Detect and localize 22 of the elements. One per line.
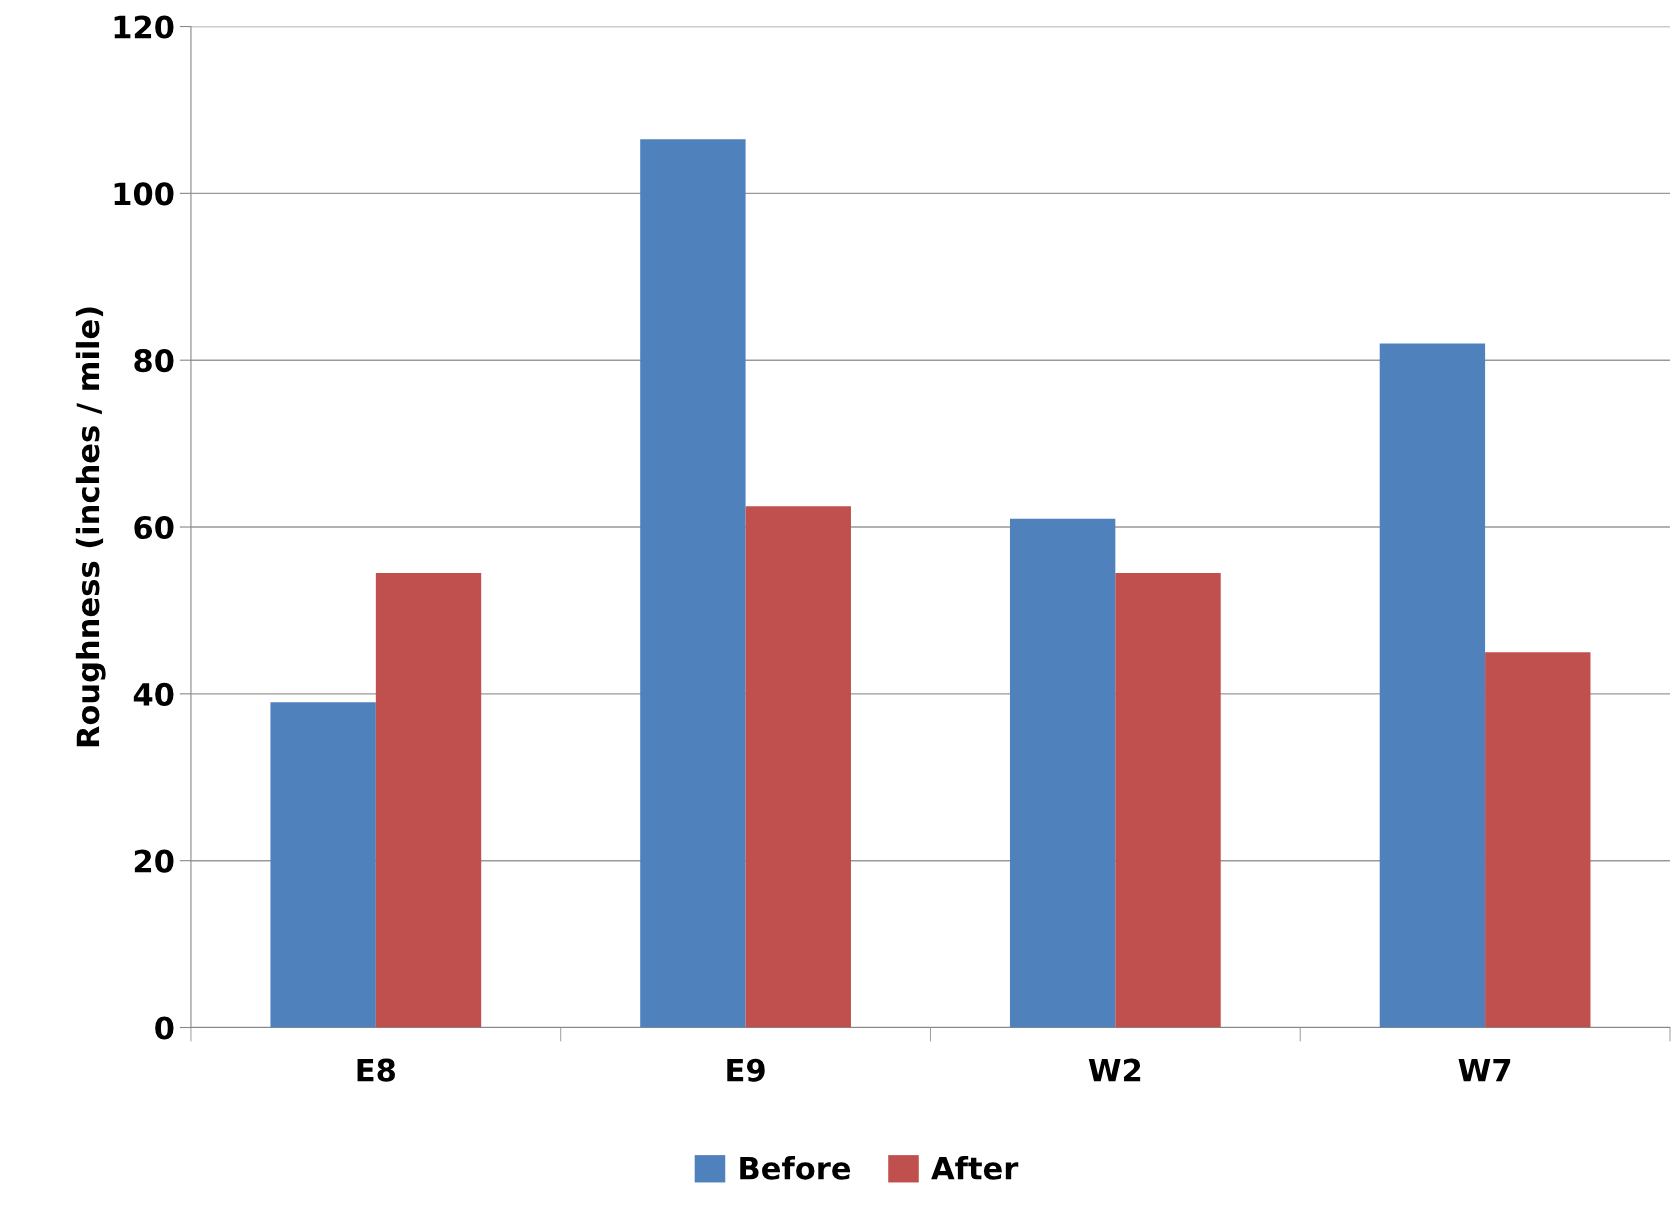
y-tick-label: 120 (114, 15, 174, 39)
x-tick-label: W7 (1458, 1059, 1511, 1082)
y-tick-label: 60 (134, 515, 174, 540)
y-tick-label: 80 (134, 349, 174, 373)
x-tick-label: E8 (357, 1058, 395, 1082)
bar (1009, 518, 1116, 1028)
legend-label: After (931, 1156, 1019, 1180)
x-tick-label: E9 (727, 1058, 765, 1082)
y-tick-label: 0 (155, 1016, 174, 1040)
x-tick-label: W2 (1088, 1058, 1141, 1082)
bar (1115, 572, 1221, 1028)
bar (745, 506, 851, 1028)
bar (375, 572, 482, 1028)
y-axis-title: Roughness (inches / mile) (75, 307, 106, 747)
bar (1485, 652, 1591, 1028)
bar (270, 702, 376, 1028)
y-tick-label: 40 (133, 682, 174, 706)
legend-label: Before (740, 1156, 851, 1180)
y-tick-label: 20 (134, 849, 174, 873)
bar (1379, 343, 1486, 1028)
y-tick-label: 100 (114, 182, 174, 206)
bar (640, 139, 746, 1028)
